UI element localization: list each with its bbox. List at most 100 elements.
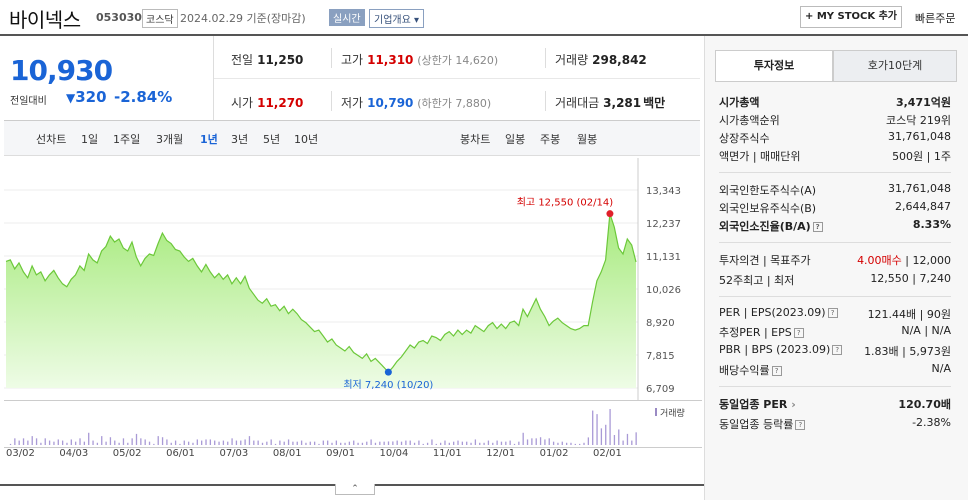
volume-bar — [9, 443, 12, 445]
volume-bar — [396, 440, 398, 445]
current-price: 10,930 — [10, 54, 113, 87]
volume-bar — [235, 440, 238, 445]
volume-bar — [135, 433, 138, 445]
volume-bar — [118, 442, 120, 445]
volume-bar — [635, 432, 637, 445]
volume-bar — [300, 440, 303, 445]
quote-date: 2024.02.29 기준(장마감) — [180, 12, 306, 25]
y-tick-label: 7,815 — [646, 351, 675, 362]
x-tick-label: 07/03 — [219, 448, 249, 459]
divider — [545, 91, 546, 111]
help-icon[interactable]: ? — [812, 222, 823, 232]
volume-bar — [227, 441, 229, 445]
volume-bar — [309, 441, 311, 445]
volume-bar — [248, 436, 251, 445]
period-10y[interactable]: 10년 — [294, 133, 319, 146]
volume-bar — [161, 437, 164, 445]
volume-bar — [253, 440, 255, 445]
volume-bar — [483, 442, 485, 445]
listed-shares-row: 상장주식수 31,761,048 — [719, 130, 951, 145]
help-icon[interactable]: ? — [771, 366, 782, 376]
volume-bar — [214, 440, 216, 445]
period-toolbar: 선차트 1일 1주일 3개월 1년 3년 5년 10년 봉차트 일봉 주봉 월봉 — [4, 121, 700, 156]
collapse-chart-button[interactable]: ⌃ — [335, 484, 375, 495]
week52-row: 52주최고 | 최저 12,550 | 7,240 — [719, 272, 951, 287]
volume-legend-icon — [655, 408, 657, 416]
volume-bar — [292, 441, 294, 445]
volume-bar — [592, 410, 594, 445]
price-summary: 10,930 전일대비 ▼320 -2.84% — [4, 40, 208, 120]
volume-bar — [570, 442, 572, 445]
candle-weekly[interactable]: 주봉 — [540, 133, 561, 146]
volume-bar — [531, 438, 533, 445]
help-icon[interactable]: ? — [793, 328, 804, 338]
help-icon[interactable]: ? — [795, 420, 806, 430]
help-icon[interactable]: ? — [832, 345, 843, 355]
volume-bar — [609, 409, 611, 445]
foreign-holding-row: 외국인보유주식수(B) 2,644,847 — [719, 200, 951, 215]
change-label: 전일대비 — [10, 96, 47, 107]
x-tick-label: 03/02 — [6, 448, 35, 459]
invest-info-panel: 투자정보 호가10단계 시가총액 3,471억원 시가총액순위 코스닥 219위 상… — [704, 36, 968, 500]
realtime-badge[interactable]: 실시간 — [329, 9, 365, 26]
divider — [545, 48, 546, 68]
volume-bar — [431, 439, 433, 445]
tab-invest-info[interactable]: 투자정보 — [715, 50, 833, 81]
stock-name: 바이넥스 — [9, 8, 81, 32]
quick-order-link[interactable]: 빠른주문 — [915, 12, 956, 25]
volume-bar — [166, 439, 168, 445]
volume-bar — [196, 439, 198, 445]
help-icon[interactable]: ? — [827, 308, 838, 318]
volume-bar — [439, 442, 442, 445]
volume-bar — [457, 440, 459, 445]
volume-bar — [618, 429, 620, 445]
volume-bar — [327, 440, 329, 445]
x-tick-label: 05/02 — [112, 448, 142, 459]
volume-bar — [409, 440, 411, 445]
volume-bar — [40, 442, 42, 445]
volume-bar — [122, 438, 125, 445]
period-1d[interactable]: 1일 — [81, 133, 99, 146]
volume-bar — [140, 438, 142, 445]
volume-bar — [383, 441, 385, 445]
x-tick-label: 12/01 — [486, 448, 516, 459]
volume-bar — [192, 442, 194, 445]
period-1w[interactable]: 1주일 — [113, 133, 141, 146]
volume-bar — [561, 441, 563, 445]
volume-bar — [270, 439, 272, 445]
x-tick-label: 09/01 — [326, 448, 355, 459]
volume-bar — [605, 424, 607, 445]
tab-hoga[interactable]: 호가10단계 — [833, 50, 957, 82]
foreign-ratio-row: 외국인소진율(B/A)? 8.33% — [719, 218, 951, 233]
add-my-stock-button[interactable]: + MY STOCK 추가 — [800, 6, 902, 28]
volume-bar — [496, 440, 498, 445]
period-5y[interactable]: 5년 — [263, 133, 281, 146]
volume-bar — [361, 442, 364, 445]
divider — [4, 120, 700, 121]
volume-bar — [174, 440, 177, 445]
x-tick-label: 11/01 — [432, 448, 462, 459]
volume-bar — [322, 440, 324, 445]
volume-bar — [105, 441, 107, 445]
candle-daily[interactable]: 일봉 — [505, 133, 526, 146]
volume-bar — [109, 437, 112, 445]
volume-bar — [413, 442, 416, 445]
company-overview-dropdown[interactable]: 기업개요 ▾ — [369, 9, 424, 28]
price-chart[interactable]: 13,34312,23711,13110,0268,9207,8156,709 … — [4, 158, 702, 400]
volume-bar — [153, 443, 155, 445]
volume-bar — [335, 440, 338, 445]
period-1y[interactable]: 1년 — [200, 133, 218, 146]
x-tick-label: 10/04 — [379, 448, 409, 459]
period-3m[interactable]: 3개월 — [156, 133, 184, 146]
volume-bar — [505, 441, 507, 445]
volume-bar — [222, 440, 225, 445]
volume-chart: 거래량 — [4, 400, 702, 448]
divider — [719, 296, 951, 297]
volume-bar — [387, 441, 390, 445]
stock-header: 바이넥스 053030 코스닥 2024.02.29 기준(장마감) 실시간 기… — [0, 0, 968, 36]
x-axis: 03/02 04/03 05/02 06/01 07/03 08/01 09/01 10/04… — [4, 446, 702, 466]
period-3y[interactable]: 3년 — [231, 133, 249, 146]
volume-bar — [631, 440, 633, 445]
candle-monthly[interactable]: 월봉 — [577, 133, 598, 146]
volume-bar — [22, 438, 25, 445]
